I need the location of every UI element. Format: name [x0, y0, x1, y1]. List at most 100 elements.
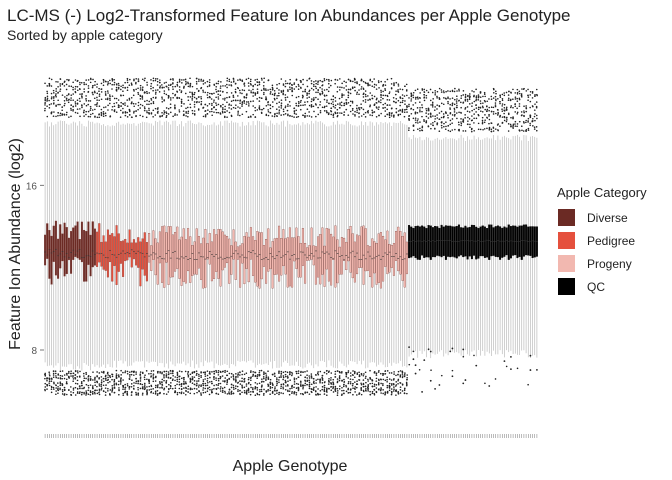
outlier-point [195, 388, 198, 390]
outlier-point [263, 77, 265, 80]
legend-swatch-diverse [558, 209, 575, 226]
outlier-point [193, 371, 196, 374]
outlier-point [252, 88, 254, 91]
outlier-point [65, 372, 68, 375]
outlier-point [85, 371, 87, 374]
outlier-point [252, 371, 254, 373]
outlier-point [111, 80, 114, 82]
outlier-point [139, 378, 142, 380]
outlier-point [406, 378, 408, 381]
outlier-point [310, 100, 313, 103]
outlier-point [180, 385, 183, 388]
outlier-point [111, 389, 114, 392]
outlier-point [111, 109, 113, 111]
outlier-point [159, 382, 161, 384]
outlier-point [67, 376, 70, 378]
outlier-point [391, 383, 393, 385]
outlier-point [386, 370, 389, 372]
outlier-point [417, 98, 419, 100]
outlier-point [338, 97, 341, 100]
outlier-point [94, 376, 96, 379]
outlier-point [455, 112, 458, 114]
outlier-point [206, 104, 209, 107]
outlier-point [215, 377, 217, 379]
outlier-point [436, 104, 438, 106]
outlier-point [352, 370, 354, 372]
outlier-point [373, 371, 376, 374]
outlier-point [291, 84, 293, 86]
outlier-point [61, 375, 64, 377]
outlier-point [375, 384, 378, 386]
outlier-point [250, 386, 252, 389]
outlier-point [120, 374, 122, 376]
outlier-point [356, 81, 358, 83]
outlier-point [189, 77, 191, 80]
box-progeny [236, 246, 239, 260]
outlier-point [314, 103, 317, 105]
outlier-point [59, 387, 61, 389]
outlier-point [215, 104, 218, 107]
outlier-point [102, 115, 105, 118]
legend-swatch-progeny [558, 255, 575, 272]
outlier-point [135, 377, 137, 380]
outlier-point [98, 383, 101, 385]
outlier-point [232, 384, 235, 387]
outlier-point [384, 115, 387, 117]
outlier-point [202, 380, 205, 383]
outlier-point [243, 102, 246, 104]
box-qc [505, 227, 508, 256]
box-pedigree [124, 238, 127, 262]
box-pedigree [126, 242, 129, 261]
outlier-point [312, 99, 315, 102]
outlier-point [310, 373, 313, 375]
outlier-point [124, 386, 127, 389]
outlier-point [300, 99, 302, 102]
outlier-point [280, 383, 283, 386]
outlier-point [275, 384, 278, 387]
outlier-point [449, 119, 452, 122]
outlier-point [347, 391, 350, 394]
outlier-point [397, 379, 399, 382]
outlier-point [126, 77, 129, 80]
outlier-point [180, 91, 183, 94]
outlier-point [356, 383, 358, 385]
outlier-point [522, 88, 525, 90]
outlier-point [152, 86, 154, 89]
outlier-point [430, 104, 432, 106]
outlier-point [345, 99, 348, 101]
outlier-point [48, 373, 51, 375]
outlier-point [63, 374, 66, 376]
outlier-point [421, 115, 423, 118]
outlier-point [338, 376, 341, 379]
outlier-point [351, 87, 354, 90]
outlier-point [213, 99, 215, 101]
outlier-point [113, 109, 116, 112]
outlier-point [315, 394, 317, 396]
outlier-point [74, 374, 77, 376]
outlier-point [87, 103, 90, 106]
outlier-point [490, 128, 493, 131]
outlier-point [286, 109, 289, 112]
box-progeny [397, 226, 400, 272]
outlier-point [375, 387, 378, 389]
outlier-point [200, 96, 202, 98]
outlier-point [208, 386, 211, 389]
outlier-point [135, 382, 137, 385]
outlier-point [250, 379, 252, 382]
outlier-point [163, 110, 165, 112]
outlier-point [454, 113, 456, 116]
outlier-point [248, 103, 250, 105]
outlier-point [525, 110, 528, 113]
outlier-point [59, 78, 62, 80]
outlier-point [535, 88, 538, 91]
box-progeny [275, 237, 278, 275]
outlier-point [187, 96, 189, 98]
outlier-point [440, 116, 443, 119]
outlier-point [248, 89, 250, 91]
outlier-point [410, 94, 413, 96]
outlier-point [126, 81, 129, 84]
box-pedigree [109, 234, 112, 263]
outlier-point [76, 383, 79, 385]
box-progeny [373, 241, 376, 274]
outlier-point [61, 94, 64, 96]
